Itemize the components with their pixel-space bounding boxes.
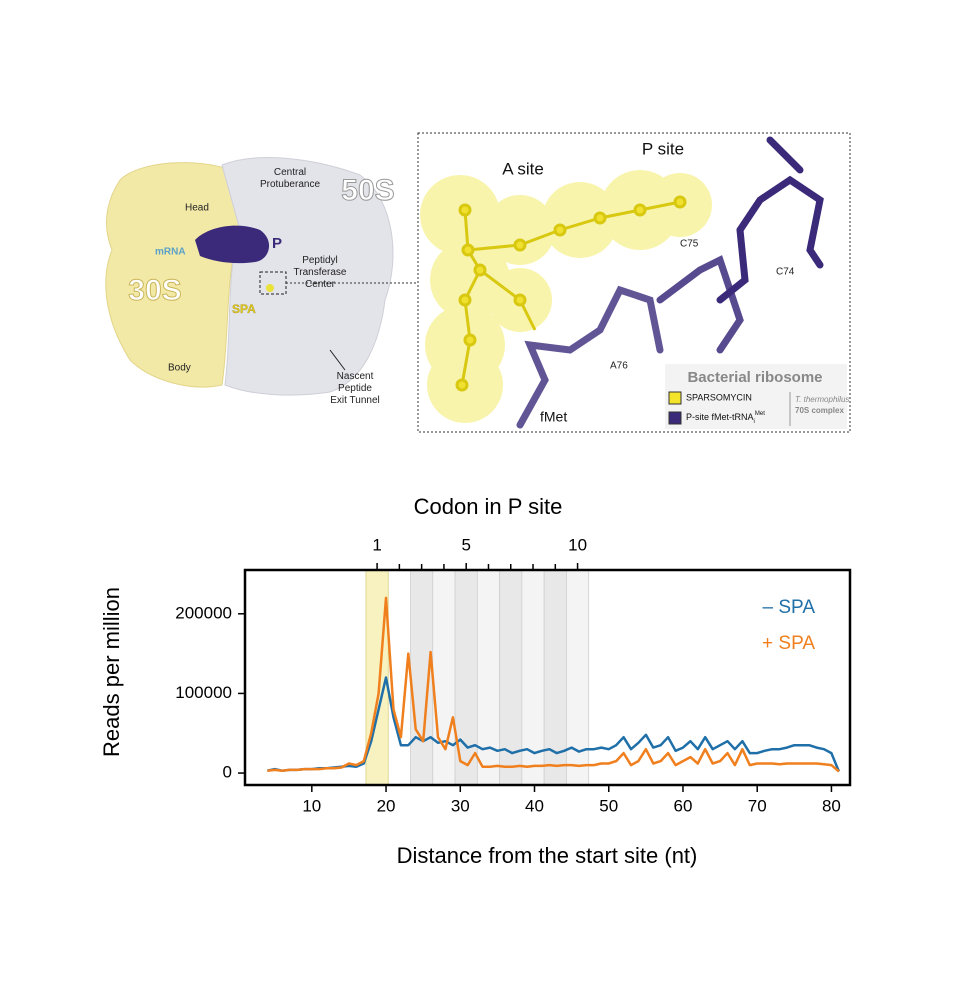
small-subunit bbox=[105, 162, 241, 388]
legend-text-part: P-site fMet-tRNA bbox=[686, 412, 754, 422]
label-line: Protuberance bbox=[260, 179, 320, 190]
label-30s: 30S bbox=[128, 274, 181, 307]
legend-text: SPARSOMYCIN bbox=[686, 392, 752, 402]
legend-organism: 70S complex bbox=[795, 406, 844, 415]
label: P site bbox=[642, 139, 684, 158]
label: Nascent Peptide Exit Tunnel bbox=[330, 371, 379, 406]
ribosome-illustration: Central Protuberance 50S Head mRNA P 30S … bbox=[105, 157, 418, 406]
legend-subscript: i bbox=[754, 419, 755, 425]
label: Central Protuberance bbox=[260, 167, 320, 190]
codon-band bbox=[476, 569, 501, 786]
large-subunit bbox=[221, 157, 394, 396]
legend-text: P-site fMet-tRNAiMet bbox=[686, 411, 765, 425]
x-tick-label: 10 bbox=[302, 796, 321, 815]
label: Head bbox=[185, 203, 209, 214]
y-tick-label: 200000 bbox=[175, 603, 232, 622]
x-tick-label: 50 bbox=[599, 796, 618, 815]
label-line: Peptidyl bbox=[302, 255, 338, 266]
trna bbox=[195, 225, 270, 264]
x2-tick-label: 10 bbox=[568, 535, 587, 554]
label: A site bbox=[502, 159, 544, 178]
y-tick-label: 100000 bbox=[175, 683, 232, 702]
legend-entry: – SPA bbox=[763, 597, 816, 618]
legend-swatch bbox=[668, 411, 682, 425]
label: Body bbox=[168, 363, 191, 374]
legend-swatch bbox=[668, 391, 682, 405]
top-axis-title: Codon in P site bbox=[414, 494, 563, 519]
x-tick-label: 70 bbox=[748, 796, 767, 815]
label-50s: 50S bbox=[341, 174, 394, 207]
label: fMet bbox=[540, 409, 567, 425]
label-line: Center bbox=[305, 279, 336, 290]
label-line: Central bbox=[274, 167, 306, 178]
label: Peptidyl Transferase Center bbox=[294, 255, 347, 290]
label-line: Transferase bbox=[294, 267, 347, 278]
label: A76 bbox=[610, 361, 628, 372]
label: C75 bbox=[680, 239, 699, 250]
tunnel-arrow bbox=[329, 349, 346, 371]
spa-sticks bbox=[455, 195, 687, 392]
legend-organism: T. thermophilus bbox=[795, 395, 849, 404]
inset-legend bbox=[665, 364, 847, 429]
plot-frame bbox=[243, 568, 852, 787]
legend-entry: + SPA bbox=[762, 633, 815, 654]
x-tick-label: 60 bbox=[674, 796, 693, 815]
legend-title: Bacterial ribosome bbox=[687, 369, 822, 386]
label: C74 bbox=[776, 267, 795, 278]
x-tick-label: 40 bbox=[525, 796, 544, 815]
chart: Codon in P site Distance from the start … bbox=[99, 494, 852, 868]
x-tick-label: 20 bbox=[377, 796, 396, 815]
inset: A site P site C75 C74 A76 fMet Bacterial… bbox=[417, 132, 851, 433]
y-tick-label: 0 bbox=[223, 763, 232, 782]
label: P bbox=[272, 235, 282, 252]
legend-superscript: Met bbox=[755, 411, 765, 417]
x-axis-title: Distance from the start site (nt) bbox=[397, 843, 698, 868]
spa-dot bbox=[266, 284, 274, 292]
series-line bbox=[267, 676, 841, 772]
x2-tick-label: 1 bbox=[372, 535, 381, 554]
codon-band bbox=[432, 569, 456, 786]
label: mRNA bbox=[155, 247, 186, 258]
x-tick-label: 80 bbox=[822, 796, 841, 815]
y-axis-title: Reads per million bbox=[99, 587, 124, 757]
label-line: Peptide bbox=[338, 383, 372, 394]
x2-tick-label: 5 bbox=[461, 535, 470, 554]
trna-sticks bbox=[516, 136, 824, 429]
codon-band bbox=[566, 569, 590, 786]
label-line: Nascent bbox=[337, 371, 374, 382]
label: SPA bbox=[232, 302, 256, 316]
label-line: Exit Tunnel bbox=[330, 395, 379, 406]
x-tick-label: 30 bbox=[451, 796, 470, 815]
series-line bbox=[267, 596, 840, 773]
